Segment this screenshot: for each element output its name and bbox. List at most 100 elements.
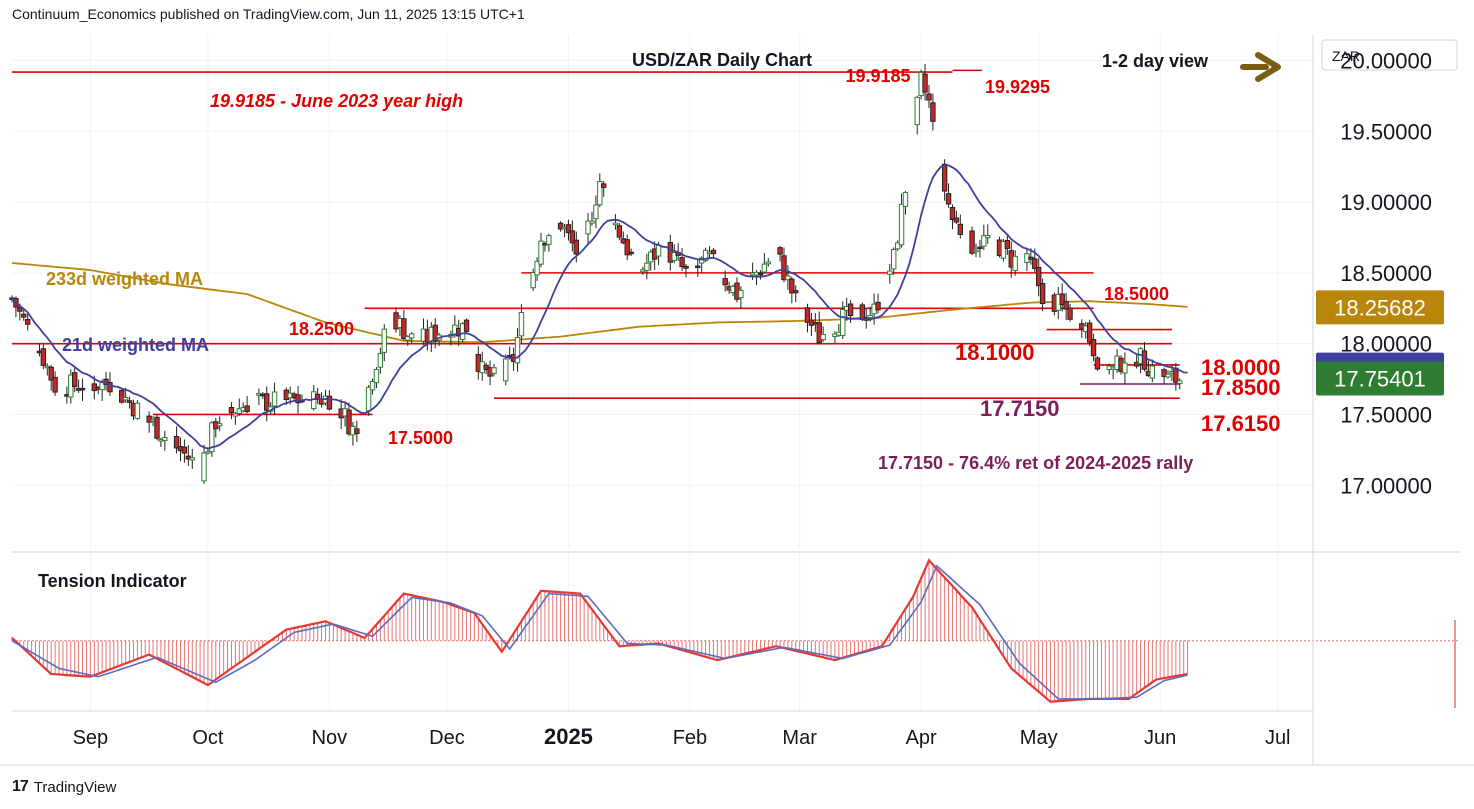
candle bbox=[785, 265, 791, 290]
candle bbox=[981, 224, 987, 251]
candle-body bbox=[232, 413, 239, 417]
candle-body bbox=[894, 242, 901, 250]
price-badge-bg bbox=[1316, 290, 1444, 325]
level-label-18-5: 18.5000 bbox=[1104, 284, 1169, 304]
x-tick-label: 2025 bbox=[544, 724, 593, 749]
candle-body bbox=[409, 333, 415, 339]
candle-body bbox=[518, 311, 525, 337]
candle-body bbox=[738, 289, 744, 299]
candle-body bbox=[538, 240, 544, 265]
candle-body bbox=[601, 183, 607, 188]
candle-body bbox=[1028, 256, 1034, 260]
candle bbox=[1059, 283, 1065, 312]
candle-body bbox=[1141, 350, 1148, 370]
candle bbox=[1067, 304, 1073, 322]
candle bbox=[1012, 250, 1018, 276]
level-label-18-1: 18.1000 bbox=[955, 340, 1035, 365]
x-tick-label: Apr bbox=[906, 727, 937, 749]
x-tick-label: Jun bbox=[1144, 727, 1176, 749]
candle bbox=[503, 354, 509, 386]
candle bbox=[761, 253, 768, 274]
candle bbox=[534, 257, 540, 282]
candle-body bbox=[432, 324, 438, 342]
candle bbox=[546, 233, 552, 252]
tension-indicator-pane bbox=[11, 551, 1460, 708]
candle-body bbox=[401, 318, 407, 340]
candle bbox=[887, 263, 893, 284]
candle-body bbox=[21, 313, 27, 318]
candle-body bbox=[969, 230, 975, 254]
candle-body bbox=[816, 322, 822, 344]
candle bbox=[189, 448, 195, 469]
candle-body bbox=[557, 222, 564, 230]
candle-body bbox=[365, 386, 372, 412]
price-badge: 18.25682 bbox=[1316, 290, 1444, 325]
usdzar-daily-chart: USD/ZAR Daily Chart 1-2 day view 19.9185 19… bbox=[0, 35, 1474, 766]
candle-body bbox=[503, 358, 509, 382]
tension-oscillator-line bbox=[11, 558, 1188, 703]
candle bbox=[154, 415, 160, 441]
candle bbox=[945, 183, 952, 208]
candle bbox=[710, 247, 717, 259]
candle bbox=[373, 367, 380, 389]
candle-body bbox=[840, 308, 846, 337]
candle-body bbox=[722, 278, 728, 286]
candle-body bbox=[926, 93, 932, 101]
candle-body bbox=[162, 437, 168, 441]
candle-body bbox=[48, 366, 54, 381]
candle-body bbox=[24, 319, 31, 325]
candle bbox=[683, 264, 689, 278]
candle-body bbox=[1122, 362, 1128, 374]
candle-body bbox=[757, 272, 764, 276]
candle bbox=[1122, 352, 1128, 384]
price-badge-bg bbox=[1316, 361, 1444, 396]
candle bbox=[738, 286, 744, 309]
candle-body bbox=[126, 400, 133, 403]
candle-body bbox=[40, 348, 47, 366]
candle-body bbox=[271, 391, 278, 407]
candle-body bbox=[702, 249, 709, 261]
candle-body bbox=[119, 390, 125, 403]
candle bbox=[1039, 278, 1046, 312]
y-tick-label: 20.00000 bbox=[1340, 48, 1432, 73]
candle-body bbox=[1004, 239, 1011, 249]
candle-body bbox=[761, 263, 768, 273]
candle bbox=[804, 303, 811, 333]
candle bbox=[612, 214, 619, 230]
candle-body bbox=[569, 230, 576, 244]
candle bbox=[1094, 356, 1101, 371]
candle-body bbox=[1133, 361, 1140, 367]
candle-body bbox=[781, 255, 787, 281]
candle bbox=[346, 402, 352, 436]
candle-body bbox=[491, 367, 497, 374]
candle-body bbox=[107, 381, 113, 393]
currency-box-frame bbox=[1321, 39, 1458, 71]
candle bbox=[1035, 258, 1042, 297]
candle-body bbox=[930, 102, 936, 122]
candle-body bbox=[981, 235, 987, 247]
candle-body bbox=[134, 402, 141, 419]
candle-body bbox=[957, 223, 964, 235]
candle-body bbox=[593, 204, 599, 220]
price-badge-text: 18.25682 bbox=[1334, 295, 1426, 320]
candle-body bbox=[326, 395, 333, 410]
y-tick-label: 19.00000 bbox=[1340, 190, 1432, 215]
candle-body bbox=[785, 275, 791, 281]
candle-body bbox=[534, 260, 540, 276]
candle bbox=[973, 243, 979, 258]
candle-body bbox=[122, 397, 129, 401]
candle bbox=[1165, 370, 1171, 379]
candle-body bbox=[546, 235, 552, 245]
candle-body bbox=[295, 394, 301, 404]
candle-body bbox=[941, 163, 948, 192]
ma21-label: 21d weighted MA bbox=[62, 335, 209, 355]
candle bbox=[1090, 333, 1097, 362]
level-label-17-615: 17.6150 bbox=[1201, 411, 1281, 436]
candle-body bbox=[1000, 241, 1007, 259]
candle bbox=[820, 326, 826, 342]
candle bbox=[601, 181, 607, 197]
candle bbox=[926, 84, 932, 108]
candle bbox=[894, 240, 901, 251]
candle-body bbox=[1165, 373, 1171, 378]
